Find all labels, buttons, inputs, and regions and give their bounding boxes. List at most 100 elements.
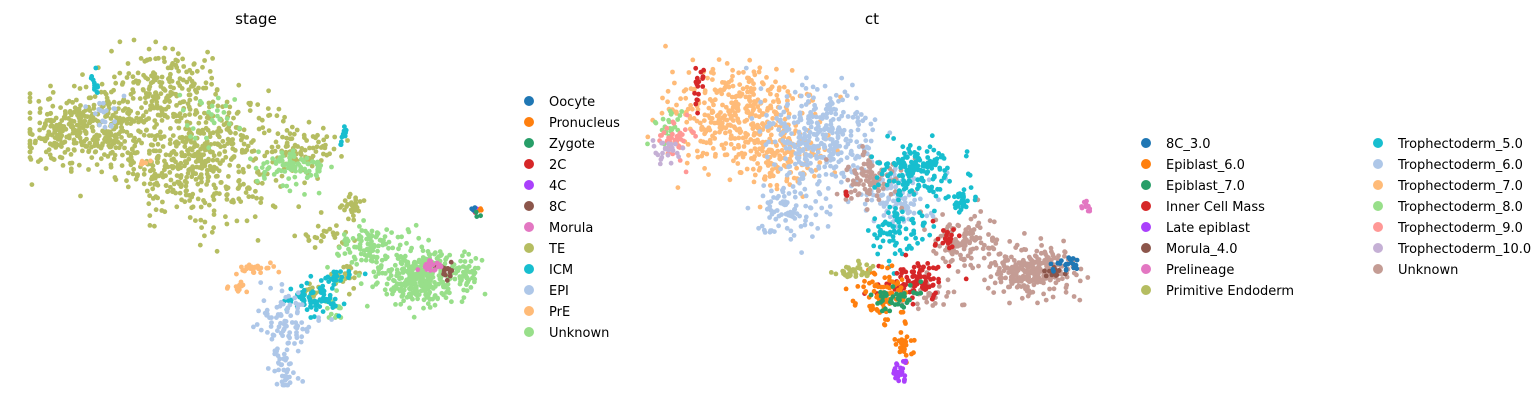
legend-label: 8C xyxy=(549,200,566,215)
scatter-point-trophectoderm-5-0 xyxy=(954,200,959,206)
scatter-point-epi xyxy=(112,119,118,125)
scatter-point-trophectoderm-5-0 xyxy=(903,226,909,232)
scatter-point-trophectoderm-5-0 xyxy=(947,178,952,184)
scatter-point-te xyxy=(273,139,279,145)
scatter-point-te xyxy=(181,99,187,104)
scatter-point-te xyxy=(78,139,84,145)
scatter-point-trophectoderm-6-0 xyxy=(792,114,797,120)
scatter-point-icm xyxy=(93,65,99,71)
scatter-point-trophectoderm-6-0 xyxy=(791,120,797,126)
scatter-point-te xyxy=(167,141,173,147)
scatter-point-trophectoderm-6-0 xyxy=(798,224,804,229)
scatter-point-trophectoderm-7-0 xyxy=(773,79,778,85)
scatter-panel-stage: stage OocytePronucleusZygote2C4C8CMorula… xyxy=(27,10,620,388)
scatter-point-te xyxy=(332,134,338,140)
scatter-point-unknown xyxy=(464,266,470,272)
scatter-point-unknown xyxy=(384,291,390,297)
scatter-point-unknown xyxy=(305,174,311,180)
scatter-point-trophectoderm-6-0 xyxy=(799,82,805,88)
scatter-point-epi xyxy=(102,124,108,130)
scatter-point-unknown xyxy=(1007,239,1013,244)
scatter-point-trophectoderm-6-0 xyxy=(774,116,780,121)
scatter-point-te xyxy=(302,180,307,186)
scatter-point-epiblast-7-0 xyxy=(904,300,910,306)
scatter-point-te xyxy=(174,118,180,124)
scatter-point-unknown xyxy=(856,191,862,197)
scatter-point-unknown xyxy=(204,135,209,141)
scatter-point-trophectoderm-7-0 xyxy=(645,134,651,140)
scatter-point-trophectoderm-7-0 xyxy=(735,105,740,110)
scatter-point-trophectoderm-7-0 xyxy=(687,116,693,121)
scatter-point-trophectoderm-7-0 xyxy=(744,109,750,115)
scatter-point-unknown xyxy=(420,248,426,254)
scatter-point-te xyxy=(125,61,131,66)
scatter-point-unknown xyxy=(342,251,348,256)
scatter-point-te xyxy=(279,173,285,179)
scatter-point-trophectoderm-6-0 xyxy=(807,129,813,135)
scatter-point-unknown xyxy=(382,287,388,293)
scatter-point-te xyxy=(78,103,83,108)
scatter-point-te xyxy=(89,155,95,161)
scatter-point-te xyxy=(59,155,65,161)
scatter-point-trophectoderm-6-0 xyxy=(811,95,816,101)
scatter-point-unknown xyxy=(1027,279,1032,285)
scatter-point-trophectoderm-7-0 xyxy=(744,117,750,123)
scatter-point-inner-cell-mass xyxy=(925,261,931,266)
scatter-point-unknown xyxy=(206,145,212,151)
scatter-point-icm xyxy=(304,307,310,313)
scatter-point-pre xyxy=(242,268,248,274)
scatter-point-te xyxy=(305,234,311,240)
scatter-point-trophectoderm-7-0 xyxy=(684,119,690,125)
scatter-point-unknown xyxy=(850,178,856,184)
scatter-point-primitive-endoderm xyxy=(867,267,873,272)
scatter-point-epi xyxy=(289,320,295,325)
scatter-point-trophectoderm-7-0 xyxy=(774,66,779,72)
scatter-point-unknown xyxy=(943,247,948,253)
scatter-point-trophectoderm-5-0 xyxy=(912,154,918,159)
scatter-point-trophectoderm-7-0 xyxy=(719,91,725,97)
scatter-point-te xyxy=(149,133,155,139)
scatter-point-te xyxy=(37,127,42,133)
scatter-point-te xyxy=(189,70,195,76)
scatter-point-te xyxy=(214,190,219,196)
scatter-point-trophectoderm-6-0 xyxy=(788,236,794,242)
scatter-point-inner-cell-mass xyxy=(930,282,936,288)
scatter-point-unknown xyxy=(940,255,946,261)
legend-label: ICM xyxy=(549,263,573,278)
scatter-point-te xyxy=(346,216,351,222)
scatter-point-trophectoderm-5-0 xyxy=(884,164,890,170)
scatter-point-morula-4-0 xyxy=(1042,268,1047,274)
scatter-point-trophectoderm-6-0 xyxy=(780,187,785,193)
scatter-point-trophectoderm-5-0 xyxy=(917,210,922,216)
scatter-point-te xyxy=(353,270,359,275)
scatter-point-te xyxy=(128,133,134,138)
legend-entry-epi: EPI xyxy=(524,284,569,299)
scatter-point-epi xyxy=(277,313,283,318)
scatter-point-trophectoderm-6-0 xyxy=(830,130,835,136)
scatter-point-te xyxy=(98,156,104,162)
scatter-point-te xyxy=(125,110,130,116)
legend-label: Epiblast_7.0 xyxy=(1166,179,1245,194)
scatter-point-late-epiblast xyxy=(898,365,903,371)
scatter-point-epi xyxy=(281,327,287,332)
scatter-point-te xyxy=(191,140,197,145)
scatter-point-trophectoderm-5-0 xyxy=(929,133,935,139)
scatter-point-trophectoderm-6-0 xyxy=(827,204,833,209)
scatter-point-epi xyxy=(97,100,102,106)
scatter-point-trophectoderm-5-0 xyxy=(912,167,918,173)
scatter-point-epi xyxy=(284,347,290,353)
scatter-point-te xyxy=(80,148,85,154)
scatter-point-epiblast-6-0 xyxy=(873,282,879,288)
scatter-point-unknown xyxy=(432,280,437,285)
scatter-point-unknown xyxy=(1005,257,1011,263)
scatter-point-te xyxy=(202,110,207,116)
scatter-point-trophectoderm-5-0 xyxy=(928,163,934,168)
scatter-point-te xyxy=(59,144,64,150)
scatter-point-trophectoderm-7-0 xyxy=(733,154,739,160)
scatter-point-unknown xyxy=(391,285,397,290)
scatter-point-primitive-endoderm xyxy=(828,270,834,275)
scatter-point-unknown xyxy=(955,222,961,228)
scatter-point-te xyxy=(255,102,261,107)
scatter-point-te xyxy=(269,149,275,155)
scatter-point-trophectoderm-6-0 xyxy=(796,129,802,135)
